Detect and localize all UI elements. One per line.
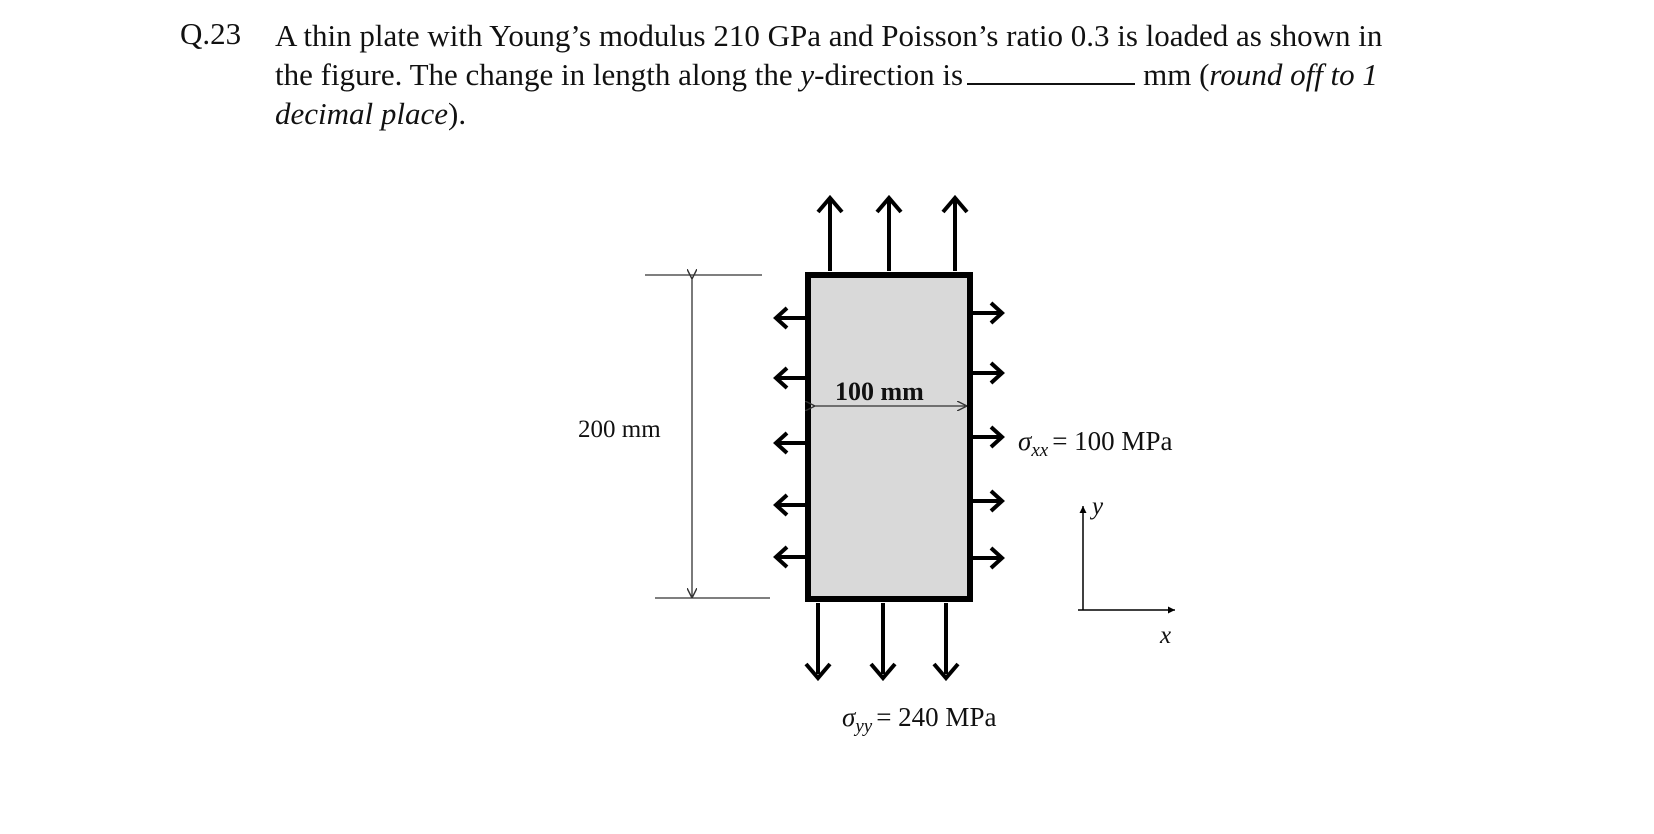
round-off-text: round off to 1 (1209, 57, 1378, 92)
left-arrow (773, 306, 805, 330)
coordinate-axes: y x (1078, 493, 1175, 649)
question-line-3: decimal place). (275, 94, 1505, 133)
width-label: 100 mm (835, 377, 924, 406)
height-label: 200 mm (578, 416, 661, 443)
bottom-load-arrows (804, 603, 960, 682)
right-arrow (973, 546, 1005, 570)
top-arrow (941, 194, 969, 271)
question-line-2: the figure. The change in length along t… (275, 55, 1505, 94)
sigma-xx-value: = 100 MPa (1052, 426, 1172, 456)
sigma-yy-symbol: σ (842, 702, 857, 732)
bottom-arrow (804, 603, 832, 682)
decimal-place-text: decimal place (275, 96, 449, 131)
right-load-arrows (973, 301, 1005, 570)
bottom-arrow (932, 603, 960, 682)
question-number: Q.23 (180, 16, 242, 51)
left-arrow (773, 431, 805, 455)
sigma-yy-subscript: yy (853, 716, 872, 737)
top-arrow (875, 194, 903, 271)
sigma-xx-symbol: σ (1018, 426, 1033, 456)
right-arrow (973, 361, 1005, 385)
question-line-1: A thin plate with Young’s modulus 210 GP… (275, 18, 1383, 53)
question-line-3-end: ). (448, 96, 467, 131)
question-line-2-mid: -direction is (814, 57, 964, 92)
left-arrow (773, 545, 805, 569)
question-line-2-start: the figure. The change in length along t… (275, 57, 801, 92)
y-axis-label: y (1089, 493, 1104, 520)
top-arrow (816, 194, 844, 271)
right-arrow (973, 489, 1005, 513)
right-arrow (973, 425, 1005, 449)
sigma-xx-label: σxx = 100 MPa (1018, 426, 1172, 461)
bottom-arrow (869, 603, 897, 682)
answer-blank (967, 59, 1136, 85)
x-axis-label: x (1159, 622, 1171, 649)
sigma-yy-value: = 240 MPa (876, 702, 996, 732)
left-arrow (773, 366, 805, 390)
plate (805, 272, 973, 602)
top-load-arrows (816, 194, 969, 271)
sigma-xx-subscript: xx (1030, 440, 1048, 461)
left-load-arrows (773, 306, 805, 569)
sigma-yy-label: σyy = 240 MPa (842, 702, 996, 737)
unit-text: mm ( (1143, 57, 1210, 92)
y-direction-variable: y (800, 57, 815, 92)
question-text: A thin plate with Young’s modulus 210 GP… (275, 16, 1505, 133)
left-arrow (773, 493, 805, 517)
right-arrow (973, 301, 1005, 325)
